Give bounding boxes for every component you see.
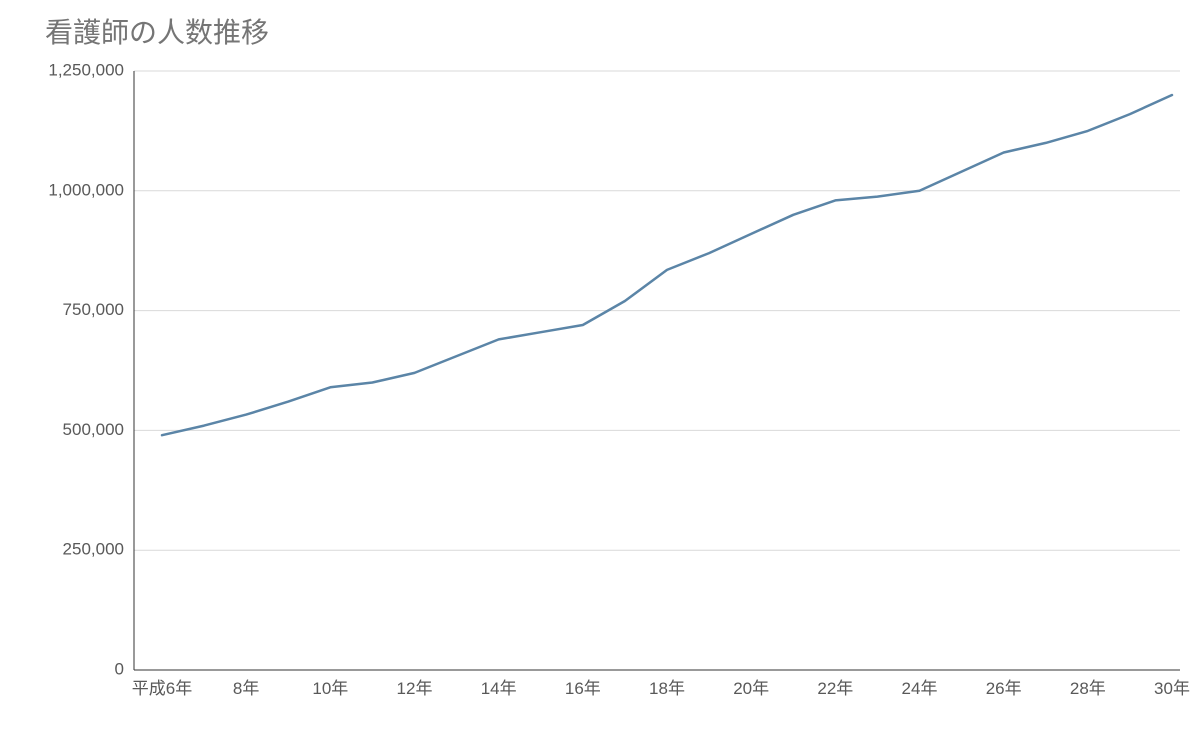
- x-tick-label: 20年: [733, 679, 769, 698]
- x-tick-label: 24年: [902, 679, 938, 698]
- y-tick-label: 750,000: [63, 300, 124, 319]
- x-tick-label: 14年: [481, 679, 517, 698]
- chart-container: 0 250,000 500,000 750,000 1,000,000 1,250,000…: [0, 0, 1200, 742]
- chart-title: 看護師の人数推移: [45, 17, 269, 48]
- x-tick-label: 8年: [233, 679, 259, 698]
- x-tick-label: 10年: [312, 679, 348, 698]
- x-tick-label: 30年: [1154, 679, 1190, 698]
- y-tick-label: 250,000: [63, 540, 124, 559]
- x-tick-label: 26年: [986, 679, 1022, 698]
- x-tick-label: 22年: [817, 679, 853, 698]
- x-tick-label: 28年: [1070, 679, 1106, 698]
- y-tick-label: 500,000: [63, 420, 124, 439]
- line-chart: 0 250,000 500,000 750,000 1,000,000 1,250,000…: [0, 0, 1200, 742]
- x-tick-label: 16年: [565, 679, 601, 698]
- x-tick-label: 平成6年: [132, 679, 192, 698]
- x-tick-label: 12年: [397, 679, 433, 698]
- y-tick-label: 1,250,000: [48, 60, 124, 79]
- y-tick-label: 0: [115, 659, 124, 678]
- y-tick-label: 1,000,000: [48, 180, 124, 199]
- x-tick-label: 18年: [649, 679, 685, 698]
